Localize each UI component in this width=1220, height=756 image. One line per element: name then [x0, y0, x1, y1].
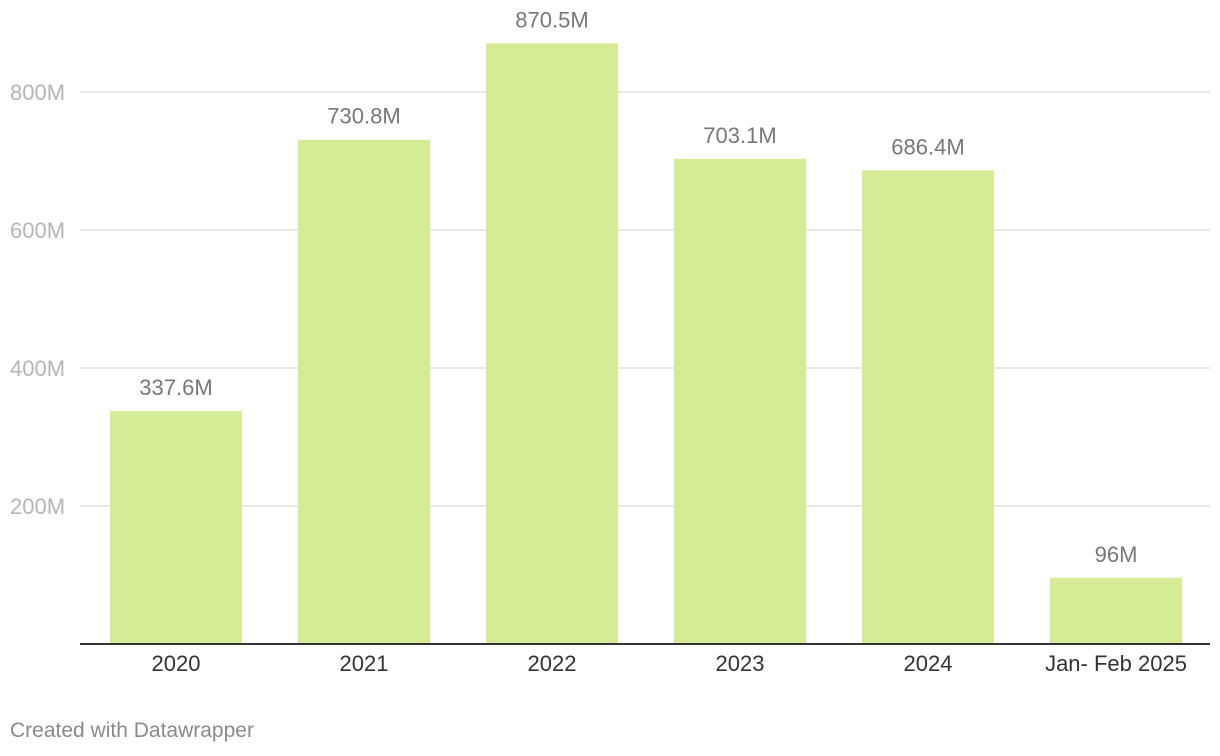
- value-label: 730.8M: [327, 104, 400, 129]
- x-tick-label: 2021: [340, 651, 389, 676]
- bar-2022: [486, 43, 618, 645]
- value-label: 686.4M: [891, 134, 964, 159]
- y-tick-label: 200M: [10, 494, 65, 519]
- value-label: 96M: [1095, 542, 1138, 567]
- bar-2021: [298, 139, 430, 645]
- bar-2020: [110, 411, 242, 644]
- bar-2023: [674, 158, 806, 644]
- y-tick-label: 800M: [10, 80, 65, 105]
- x-tick-label: 2024: [904, 651, 953, 676]
- x-tick-label: Jan- Feb 2025: [1045, 651, 1187, 676]
- x-tick-label: 2023: [716, 651, 765, 676]
- y-tick-label: 600M: [10, 218, 65, 243]
- bar-2024: [862, 170, 994, 644]
- y-tick-label: 400M: [10, 356, 65, 381]
- bar-Jan- Feb 2025: [1050, 577, 1182, 644]
- footer-credit: Created with Datawrapper: [10, 719, 254, 742]
- value-label: 337.6M: [139, 375, 212, 400]
- x-tick-label: 2020: [152, 651, 201, 676]
- x-tick-label: 2022: [528, 651, 577, 676]
- value-label: 870.5M: [515, 7, 588, 32]
- value-label: 703.1M: [703, 123, 776, 148]
